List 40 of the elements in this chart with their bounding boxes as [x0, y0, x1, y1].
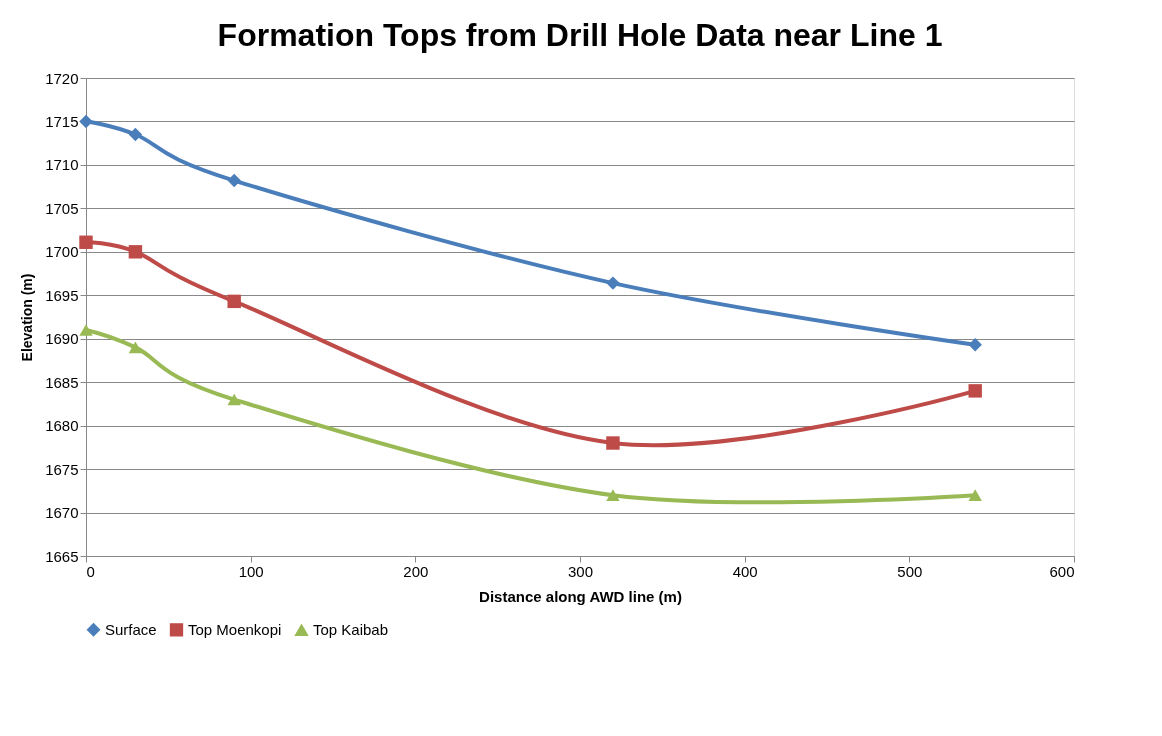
- point: [79, 235, 93, 249]
- y-tick-label: 1685: [45, 373, 79, 391]
- y-tick-label: 1675: [45, 460, 79, 478]
- x-tick-label: 600: [1049, 562, 1075, 580]
- legend-label: Top Moenkopi: [188, 620, 282, 638]
- point: [606, 489, 620, 501]
- point: [128, 341, 143, 354]
- y-tick-label: 1665: [45, 547, 79, 565]
- y-tick-label: 1690: [45, 330, 79, 348]
- point: [79, 324, 93, 336]
- x-tick-label: 200: [403, 562, 429, 580]
- x-axis-title: Distance along AWD line (m): [479, 587, 682, 605]
- y-tick-label: 1720: [45, 69, 79, 87]
- x-tick-label: 0: [86, 562, 95, 580]
- x-tick-label: 500: [897, 562, 923, 580]
- point: [968, 384, 982, 398]
- y-tick-label: 1695: [45, 286, 79, 304]
- point: [227, 393, 241, 406]
- point: [128, 245, 143, 259]
- y-tick-label: 1710: [45, 156, 79, 174]
- y-axis-title: Elevation (m): [19, 273, 36, 362]
- x-tick-label: 100: [238, 562, 264, 580]
- point: [606, 276, 620, 290]
- legend-label: Surface: [105, 620, 157, 638]
- point: [968, 489, 982, 501]
- y-tick-label: 1680: [45, 417, 79, 435]
- point: [227, 173, 241, 188]
- x-tick-label: 400: [732, 562, 758, 580]
- legend-label: Top Kaibab: [313, 621, 389, 639]
- y-tick-label: 1700: [45, 243, 79, 261]
- chart-title: Formation Tops from Drill Hole Data near Line 1: [217, 17, 943, 53]
- point: [968, 338, 982, 352]
- y-tick-label: 1715: [45, 112, 79, 130]
- point: [606, 436, 620, 450]
- y-tick-label: 1670: [45, 504, 79, 522]
- x-tick-label: 300: [567, 562, 594, 580]
- point: [128, 127, 143, 142]
- point: [79, 114, 93, 129]
- y-tick-label: 1705: [45, 199, 79, 217]
- point: [227, 294, 241, 309]
